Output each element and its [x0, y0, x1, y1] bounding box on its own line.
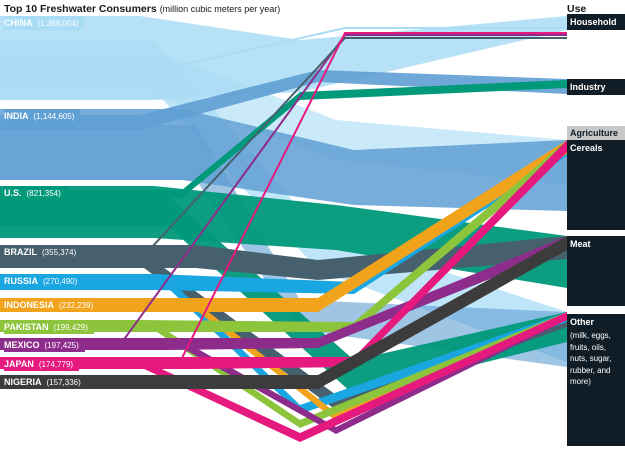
- source-label-mexico: MEXICO (197,425): [4, 338, 85, 352]
- use-name: Other: [570, 317, 595, 327]
- use-industry: Industry: [567, 79, 625, 95]
- source-value: (270,490): [43, 277, 78, 286]
- use-household: Household: [567, 14, 625, 30]
- source-label-china: CHINA (1,368,004): [4, 16, 85, 30]
- source-value: (174,779): [38, 360, 74, 369]
- use-header: Use: [567, 3, 587, 15]
- source-value: (157,336): [46, 378, 81, 387]
- source-name: NIGERIA: [4, 377, 42, 387]
- use-name: Cereals: [570, 143, 603, 153]
- household-flow-line: [0, 37, 567, 261]
- source-name: INDIA: [4, 111, 29, 121]
- source-value: (1,368,004): [37, 19, 79, 28]
- source-name: RUSSIA: [4, 276, 39, 286]
- source-label-nigeria: NIGERIA (157,336): [4, 375, 87, 389]
- source-value: (355,374): [42, 248, 77, 257]
- title-units: (million cubic meters per year): [159, 4, 281, 14]
- source-name: U.S.: [4, 188, 22, 198]
- flow-band-india: [0, 125, 567, 367]
- source-name: INDONESIA: [4, 300, 55, 310]
- flow-band-us: [0, 196, 567, 395]
- source-value: (1,144,605): [33, 112, 75, 121]
- household-flow-line: [0, 27, 567, 71]
- use-name: Industry: [570, 82, 606, 92]
- source-label-brazil: BRAZIL (355,374): [4, 245, 83, 259]
- use-agriculture-header: Agriculture: [567, 126, 625, 140]
- household-flow-line: [0, 32, 567, 363]
- source-label-japan: JAPAN (174,779): [4, 357, 80, 371]
- source-label-indonesia: INDONESIA (232,239): [4, 298, 100, 312]
- source-label-russia: RUSSIA (270,490): [4, 274, 84, 288]
- source-value: (199,429): [53, 323, 88, 332]
- source-value: (232,239): [59, 301, 94, 310]
- flow-band-india: [0, 70, 567, 130]
- source-name: BRAZIL: [4, 247, 37, 257]
- title-text: Top 10 Freshwater Consumers: [4, 3, 157, 15]
- use-name: Meat: [570, 239, 591, 249]
- use-meat: Meat: [567, 236, 625, 306]
- use-description: (milk, eggs, fruits, oils, nuts, sugar, …: [570, 331, 612, 386]
- source-name: CHINA: [4, 18, 33, 28]
- source-name: PAKISTAN: [4, 322, 49, 332]
- source-name: MEXICO: [4, 340, 40, 350]
- source-value: (197,425): [44, 341, 79, 350]
- source-label-pakistan: PAKISTAN (199,429): [4, 320, 94, 334]
- flow-band-nigeria: [0, 236, 567, 389]
- flow-band-mexico: [0, 312, 567, 434]
- use-cereals: Cereals: [567, 140, 625, 230]
- source-label-india: INDIA (1,144,605): [4, 109, 81, 123]
- use-name: Household: [570, 17, 617, 27]
- source-name: JAPAN: [4, 359, 34, 369]
- use-other: Other (milk, eggs, fruits, oils, nuts, su…: [567, 314, 625, 446]
- source-value: (821,354): [26, 189, 61, 198]
- chart-title: Top 10 Freshwater Consumers (million cubi…: [4, 3, 280, 15]
- source-label-us: U.S. (821,354): [4, 186, 67, 200]
